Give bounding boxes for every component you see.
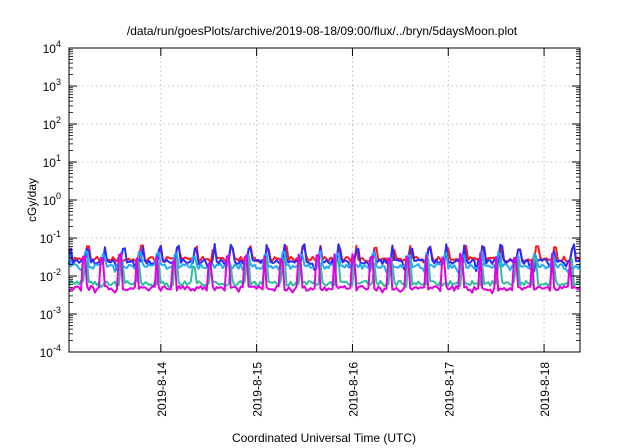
series-line-5: [68, 252, 581, 295]
series-group: [68, 243, 581, 295]
x-tick-label: 2019-8-14: [155, 362, 169, 417]
y-tick-label: 100: [43, 191, 61, 208]
x-tick-label: 2019-8-16: [346, 362, 360, 417]
x-tick-label: 2019-8-18: [538, 362, 552, 417]
y-axis-label: cGy/day: [25, 178, 39, 222]
grid-lines: [69, 48, 580, 352]
y-tick-label: 10-1: [40, 229, 61, 246]
x-axis-label: Coordinated Universal Time (UTC): [232, 431, 416, 445]
y-tick-label: 104: [43, 39, 61, 56]
x-tick-label: 2019-8-17: [442, 362, 456, 417]
y-tick-label: 10-3: [40, 305, 61, 322]
x-tick-label: 2019-8-15: [251, 362, 265, 417]
chart-title: /data/run/goesPlots/archive/2019-08-18/0…: [127, 24, 518, 38]
y-tick-label: 103: [43, 77, 61, 94]
y-tick-label: 101: [43, 153, 61, 170]
y-tick-label: 10-2: [40, 267, 61, 284]
series-line-1: [68, 244, 581, 266]
y-tick-label: 102: [43, 115, 61, 132]
axis-ticks: 10-4 10-3 10-2 10-1 100 101 102 103 104 2019-8-14…: [40, 39, 580, 417]
y-tick-label: 10-4: [40, 343, 61, 360]
